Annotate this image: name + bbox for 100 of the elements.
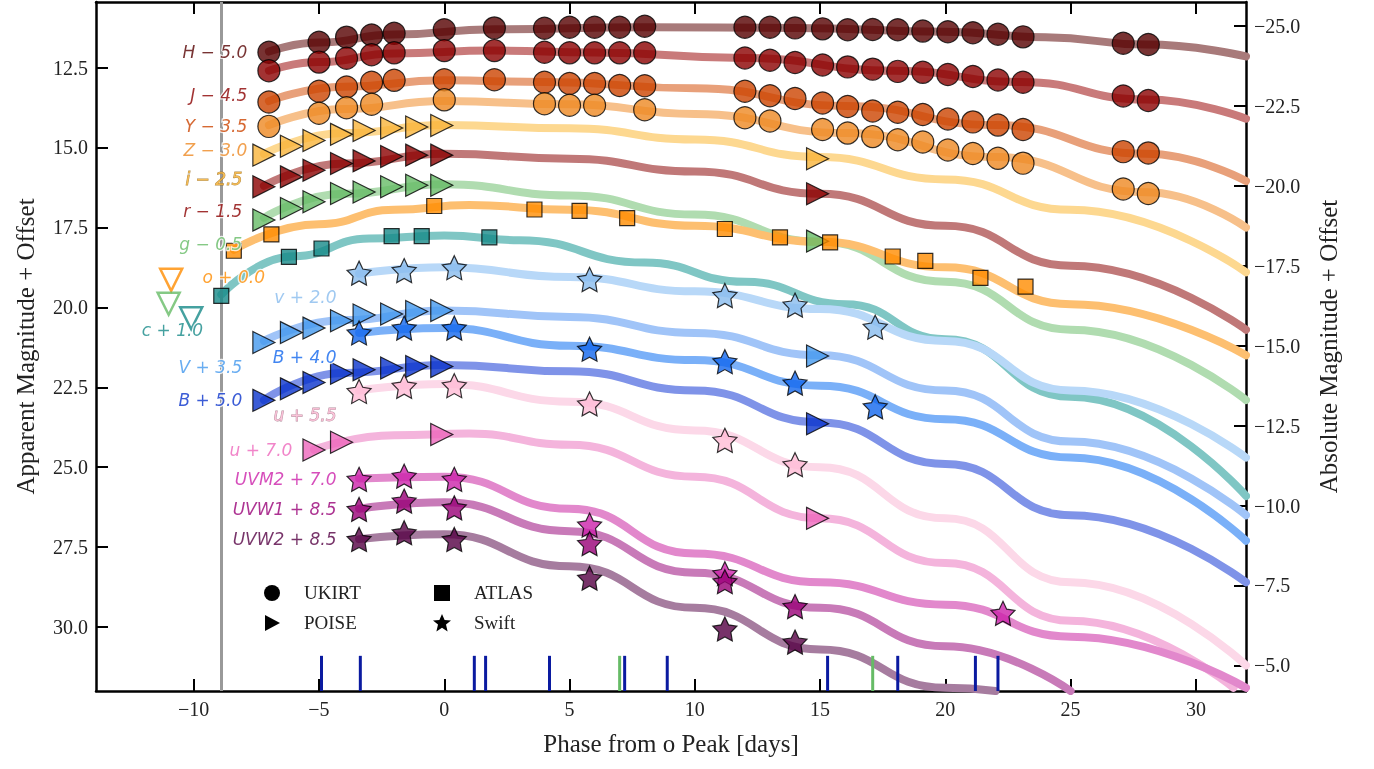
x-axis-title: Phase from o Peak [days] [543, 730, 799, 757]
point [583, 41, 607, 65]
point [861, 57, 885, 81]
point [911, 19, 935, 43]
point [252, 175, 276, 199]
y-tick-label: 22.5 [53, 376, 88, 399]
point [936, 138, 960, 162]
point [771, 229, 789, 246]
point [911, 130, 935, 154]
point [805, 506, 830, 530]
point [441, 373, 467, 399]
point [557, 41, 582, 65]
point [608, 41, 632, 65]
y-tick-label: 27.5 [53, 536, 88, 559]
point [733, 79, 757, 103]
point [811, 53, 835, 77]
series-label: c + 1.0 [141, 319, 204, 340]
point [936, 62, 960, 87]
point [836, 18, 860, 42]
point [352, 149, 376, 173]
point [329, 309, 354, 333]
point [279, 196, 304, 221]
point [583, 93, 607, 117]
point [861, 17, 885, 42]
point [782, 629, 808, 655]
point [1011, 117, 1035, 142]
point [782, 370, 808, 396]
point [886, 18, 910, 42]
point [822, 234, 839, 251]
point [1136, 32, 1160, 57]
y2-tick-label: −10.0 [1254, 494, 1301, 517]
point [532, 70, 557, 94]
point [712, 569, 738, 595]
annotation: UKIRT [304, 582, 361, 604]
point [1111, 31, 1135, 55]
point [352, 358, 376, 382]
series-label: Y − 3.5 [184, 116, 248, 137]
series-label: v + 2.0 [274, 287, 337, 308]
series-label: B + 4.0 [272, 346, 337, 367]
point [783, 50, 807, 75]
point [1136, 88, 1160, 113]
point [158, 267, 184, 293]
point [352, 180, 376, 204]
y2-tick-label: −17.5 [1254, 254, 1301, 277]
point [861, 125, 885, 149]
point [426, 197, 443, 215]
point [391, 257, 417, 284]
point [961, 64, 985, 89]
point [619, 210, 636, 227]
point [413, 227, 430, 245]
point [360, 43, 384, 67]
point [1011, 25, 1035, 49]
point [257, 40, 281, 64]
point [329, 151, 354, 176]
x-tick-label: −10 [178, 698, 210, 720]
point [986, 113, 1010, 137]
y2-tick-label: −15.0 [1254, 334, 1301, 357]
y-tick-label: 30.0 [53, 616, 88, 639]
point [430, 298, 454, 323]
series-label: r − 1.5 [183, 200, 243, 221]
point [432, 88, 456, 112]
point [346, 496, 372, 522]
point [861, 99, 885, 123]
point [481, 229, 498, 246]
point [352, 118, 376, 143]
point [886, 59, 910, 83]
series-label: B + 5.0 [178, 390, 243, 411]
point [482, 68, 506, 92]
point [430, 354, 454, 379]
point [1136, 181, 1160, 206]
point [430, 422, 454, 447]
point [936, 20, 960, 44]
point [307, 101, 331, 125]
series-label: UVW2 + 8.5 [232, 529, 337, 550]
y-tick-label: 12.5 [53, 56, 88, 79]
point [576, 391, 603, 417]
point [382, 41, 406, 65]
point [961, 21, 985, 45]
point [380, 356, 404, 380]
point [302, 128, 326, 153]
series-label: UVW1 + 8.5 [232, 499, 337, 520]
point [990, 600, 1016, 626]
point [383, 227, 400, 245]
point [307, 30, 331, 54]
point [432, 18, 456, 42]
point [263, 226, 280, 243]
point [302, 316, 326, 340]
point [213, 287, 230, 304]
point [712, 349, 738, 375]
point [782, 593, 808, 620]
x-tick-label: 10 [684, 698, 705, 720]
point [526, 201, 543, 218]
point [313, 240, 330, 257]
point [961, 110, 985, 134]
point [1011, 151, 1035, 175]
point [360, 92, 384, 116]
point [257, 114, 281, 138]
point [1136, 141, 1160, 165]
y-tick-label: 25.0 [53, 456, 88, 479]
point [156, 291, 181, 317]
